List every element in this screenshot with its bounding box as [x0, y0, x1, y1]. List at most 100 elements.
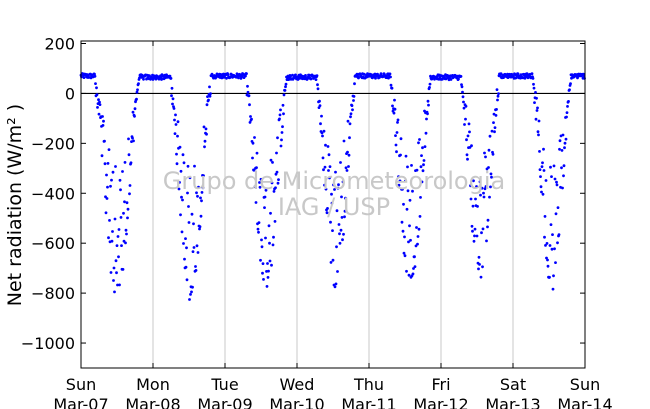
data-point — [565, 111, 569, 114]
data-point — [102, 119, 105, 123]
data-point — [111, 170, 115, 174]
data-point — [374, 76, 377, 80]
data-point — [245, 72, 248, 75]
data-point — [112, 279, 115, 282]
data-point — [497, 92, 500, 95]
data-point — [339, 161, 342, 164]
plot-frame — [80, 40, 586, 369]
data-point — [334, 170, 337, 174]
data-point — [205, 103, 209, 107]
data-point — [321, 156, 325, 160]
y-tick-label: 0 — [65, 84, 75, 103]
data-point — [562, 164, 566, 168]
data-point — [475, 185, 478, 188]
data-point — [108, 219, 111, 222]
data-point — [94, 82, 97, 85]
data-point — [462, 100, 465, 104]
data-point — [481, 227, 485, 231]
data-point — [468, 130, 471, 134]
data-point — [319, 122, 322, 126]
data-point — [391, 104, 394, 108]
data-point — [172, 107, 176, 110]
data-point — [333, 188, 336, 191]
data-point — [109, 184, 112, 188]
data-point — [494, 114, 498, 117]
data-point — [187, 205, 190, 208]
data-point — [274, 172, 278, 176]
data-point — [280, 138, 283, 142]
data-point — [260, 238, 263, 242]
data-point — [103, 139, 106, 143]
data-point — [489, 172, 493, 176]
data-point — [260, 245, 264, 249]
data-point — [123, 200, 126, 204]
data-point — [493, 130, 496, 134]
data-point — [417, 227, 421, 231]
data-point — [553, 247, 556, 251]
data-point — [244, 74, 247, 78]
data-point — [493, 126, 497, 129]
data-point — [329, 220, 332, 224]
data-point — [350, 104, 354, 107]
data-point — [265, 285, 269, 288]
data-point — [121, 170, 124, 173]
data-point — [118, 178, 122, 182]
data-point — [184, 237, 187, 241]
data-point — [253, 136, 256, 139]
data-point — [426, 112, 429, 116]
data-point — [148, 74, 151, 77]
data-point — [406, 189, 410, 193]
data-point — [483, 151, 486, 155]
data-point — [173, 118, 176, 122]
data-point — [209, 92, 212, 95]
data-point — [157, 77, 161, 81]
data-point — [95, 93, 99, 96]
data-point — [177, 187, 181, 191]
data-point — [185, 246, 188, 250]
data-point — [554, 261, 557, 264]
data-point — [256, 227, 260, 231]
data-point — [413, 265, 417, 268]
data-point — [190, 290, 193, 294]
data-point — [170, 86, 174, 90]
data-point — [294, 73, 297, 77]
data-point — [207, 98, 210, 102]
data-point — [411, 272, 415, 276]
data-point — [416, 242, 419, 246]
data-point — [113, 290, 116, 294]
data-point — [264, 236, 267, 240]
data-point — [188, 298, 191, 301]
data-point — [332, 183, 335, 187]
data-point — [257, 230, 260, 234]
data-point — [320, 131, 324, 135]
data-point — [187, 221, 191, 224]
data-point — [394, 143, 398, 147]
data-point — [403, 254, 407, 258]
data-point — [552, 274, 555, 278]
data-point — [499, 72, 503, 76]
data-point — [542, 169, 546, 172]
data-point — [127, 137, 130, 141]
data-point — [247, 94, 251, 98]
data-point — [401, 187, 404, 191]
data-point — [543, 215, 547, 218]
data-point — [107, 148, 111, 152]
data-point — [200, 191, 204, 194]
data-point — [536, 106, 539, 110]
data-point — [195, 244, 199, 248]
data-point — [487, 148, 491, 152]
data-point — [185, 278, 189, 282]
data-point — [323, 183, 326, 187]
data-point — [544, 244, 547, 247]
data-point — [318, 99, 321, 103]
data-point — [128, 192, 131, 196]
data-point — [326, 145, 330, 148]
data-point — [341, 180, 345, 184]
data-point — [548, 244, 552, 247]
data-point — [266, 276, 270, 279]
data-point — [489, 185, 492, 189]
data-point — [422, 159, 426, 162]
data-point — [203, 145, 206, 149]
data-point — [551, 233, 554, 237]
data-point — [410, 164, 413, 167]
